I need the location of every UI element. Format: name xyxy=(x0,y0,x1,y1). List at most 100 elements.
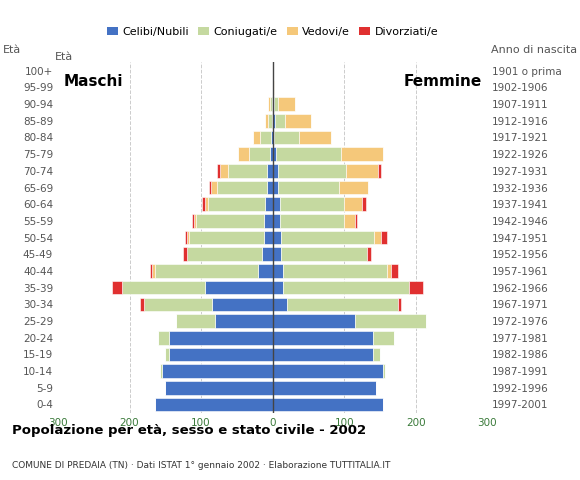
Bar xyxy=(273,331,373,345)
Bar xyxy=(169,348,273,361)
Bar xyxy=(285,114,310,128)
Bar xyxy=(162,364,273,378)
Bar xyxy=(273,81,274,94)
Bar xyxy=(144,298,212,311)
Bar xyxy=(391,264,398,278)
Bar xyxy=(340,147,383,161)
Bar xyxy=(273,197,280,211)
Bar xyxy=(269,114,272,128)
Text: Anno di nascita: Anno di nascita xyxy=(491,45,577,55)
Bar xyxy=(273,281,284,295)
Bar xyxy=(269,97,270,111)
Bar xyxy=(187,248,262,261)
Bar xyxy=(150,264,153,278)
Bar xyxy=(186,231,187,244)
Bar xyxy=(273,180,278,194)
Text: Popolazione per età, sesso e stato civile - 2002: Popolazione per età, sesso e stato civil… xyxy=(12,424,366,437)
Bar xyxy=(273,298,287,311)
Bar xyxy=(169,331,273,345)
Bar xyxy=(264,114,269,128)
Bar xyxy=(387,264,391,278)
Bar xyxy=(274,131,299,144)
Bar xyxy=(165,381,273,395)
Bar xyxy=(287,298,398,311)
Bar xyxy=(112,281,122,295)
Bar xyxy=(355,314,426,328)
Bar xyxy=(273,97,274,111)
Bar xyxy=(281,248,367,261)
Bar xyxy=(192,214,194,228)
Bar xyxy=(273,231,281,244)
Bar xyxy=(280,214,344,228)
Bar xyxy=(398,298,401,311)
Text: Femmine: Femmine xyxy=(403,74,481,89)
Bar xyxy=(209,180,211,194)
Bar xyxy=(344,214,355,228)
Bar xyxy=(272,97,273,111)
Bar xyxy=(278,164,346,178)
Bar xyxy=(140,298,144,311)
Bar xyxy=(154,264,258,278)
Bar xyxy=(238,147,249,161)
Bar xyxy=(362,197,365,211)
Bar xyxy=(284,281,408,295)
Bar xyxy=(275,114,285,128)
Bar xyxy=(215,314,273,328)
Bar xyxy=(267,164,273,178)
Bar xyxy=(273,381,376,395)
Bar xyxy=(278,180,339,194)
Bar xyxy=(154,397,273,411)
Bar xyxy=(258,264,273,278)
Bar xyxy=(339,180,368,194)
Bar xyxy=(205,197,208,211)
Bar xyxy=(183,248,187,261)
Bar xyxy=(212,298,273,311)
Bar xyxy=(346,164,379,178)
Bar xyxy=(373,331,394,345)
Bar xyxy=(273,147,276,161)
Bar xyxy=(165,348,169,361)
Bar xyxy=(194,214,196,228)
Bar xyxy=(208,197,266,211)
Bar xyxy=(249,147,270,161)
Bar xyxy=(153,264,154,278)
Bar xyxy=(260,131,271,144)
Bar xyxy=(373,348,380,361)
Bar xyxy=(196,214,264,228)
Bar xyxy=(270,97,272,111)
Bar xyxy=(284,264,387,278)
Bar xyxy=(187,231,189,244)
Bar xyxy=(227,164,267,178)
Bar xyxy=(273,114,275,128)
Text: Età: Età xyxy=(55,52,72,62)
Bar xyxy=(202,197,205,211)
Bar xyxy=(176,314,215,328)
Bar xyxy=(267,180,273,194)
Bar xyxy=(383,364,385,378)
Text: Età: Età xyxy=(3,45,21,55)
Bar xyxy=(211,180,217,194)
Legend: Celibi/Nubili, Coniugati/e, Vedovi/e, Divorziati/e: Celibi/Nubili, Coniugati/e, Vedovi/e, Di… xyxy=(103,23,443,41)
Bar xyxy=(271,131,273,144)
Text: COMUNE DI PREDAIA (TN) · Dati ISTAT 1° gennaio 2002 · Elaborazione TUTTITALIA.IT: COMUNE DI PREDAIA (TN) · Dati ISTAT 1° g… xyxy=(12,461,390,470)
Bar xyxy=(381,231,387,244)
Bar xyxy=(280,197,344,211)
Bar xyxy=(273,264,284,278)
Bar xyxy=(274,97,278,111)
Bar xyxy=(158,331,169,345)
Bar xyxy=(379,164,380,178)
Bar xyxy=(408,281,423,295)
Bar xyxy=(273,348,373,361)
Bar xyxy=(273,214,280,228)
Bar xyxy=(273,314,355,328)
Bar xyxy=(272,114,273,128)
Bar xyxy=(122,281,205,295)
Bar xyxy=(264,214,273,228)
Bar xyxy=(281,231,374,244)
Bar xyxy=(270,147,273,161)
Bar xyxy=(262,248,273,261)
Bar xyxy=(266,197,273,211)
Bar xyxy=(160,364,162,378)
Bar xyxy=(355,214,357,228)
Bar xyxy=(273,364,383,378)
